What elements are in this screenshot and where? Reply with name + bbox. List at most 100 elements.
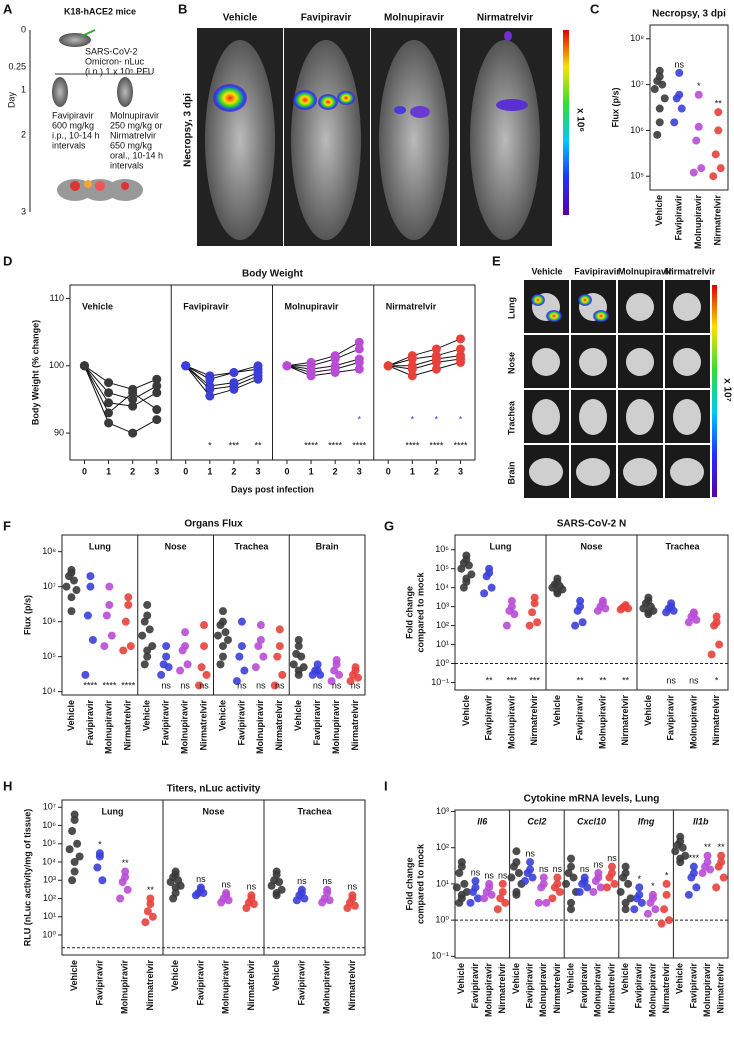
significance: ns [607, 853, 617, 863]
organ [626, 399, 654, 435]
chart-title: Body Weight [242, 269, 304, 280]
significance: *** [507, 675, 518, 685]
data-point [259, 652, 268, 661]
x-tick-label: Molnupiravir [593, 963, 603, 1018]
x-tick-label: Molnupiravir [120, 960, 130, 1015]
data-point [128, 394, 138, 404]
column-label: Vehicle [531, 266, 562, 276]
significance: **** [405, 440, 420, 450]
facet-label: Lung [490, 541, 512, 551]
data-point [662, 608, 671, 617]
data-point [300, 894, 309, 903]
significance: *** [229, 440, 240, 450]
data-point [689, 168, 698, 177]
y-tick-label: 10⁰ [435, 915, 449, 925]
data-point [526, 858, 535, 867]
y-tick-label: 10² [436, 842, 449, 852]
x-tick-label: Vehicle [654, 195, 664, 226]
significance: **** [102, 680, 117, 690]
data-point [534, 898, 543, 907]
data-point [501, 898, 510, 907]
data-point [630, 905, 639, 914]
data-point [675, 68, 684, 77]
data-point [200, 621, 209, 630]
significance: ns [221, 879, 231, 889]
data-point [148, 912, 157, 921]
data-point [121, 867, 130, 876]
significance: ns [580, 864, 590, 874]
data-point [507, 596, 516, 605]
data-point [487, 583, 496, 592]
panel-label: D [3, 253, 12, 268]
y-tick-label: 10⁴ [435, 582, 449, 592]
significance: * [98, 840, 102, 850]
data-point [70, 816, 79, 825]
x-tick-label: Molnupiravir [221, 960, 231, 1015]
significance: ** [718, 842, 726, 852]
x-tick-label: 3 [256, 466, 261, 476]
data-point [487, 890, 496, 899]
panel-label: H [3, 778, 12, 793]
series-line [388, 338, 461, 367]
data-point [157, 670, 166, 679]
significance: ns [498, 870, 508, 880]
significance: ** [255, 440, 263, 450]
data-point [197, 663, 206, 672]
data-point [294, 635, 303, 644]
significance: ns [348, 882, 358, 892]
column-label: Molnupiravir [618, 266, 673, 276]
data-point [200, 642, 209, 651]
data-point [253, 374, 263, 384]
data-point [354, 364, 364, 374]
data-point [528, 608, 537, 617]
data-point [68, 876, 77, 885]
data-point [294, 670, 303, 679]
signal [546, 310, 562, 322]
y-tick-label: 10⁸ [630, 33, 644, 43]
data-point [221, 628, 230, 637]
facet-label: Molnupiravir [285, 301, 340, 311]
x-tick-label: 2 [231, 466, 236, 476]
data-point [118, 878, 127, 887]
panel-label: I [384, 778, 388, 793]
day-axis-label: Day [6, 92, 16, 109]
y-axis-label: RLU (nLuc activity/mg of tissue) [22, 809, 32, 947]
data-point [282, 361, 292, 371]
data-point [350, 901, 359, 910]
significance: * [208, 440, 212, 450]
infection-text: (i.n.) 1 x 10⁵ PFU [85, 66, 154, 76]
data-point [242, 904, 251, 913]
significance: ** [577, 675, 585, 685]
data-point [316, 670, 325, 679]
x-tick-label: Molnupiravir [484, 963, 494, 1018]
data-point [335, 670, 344, 679]
data-point [431, 344, 441, 354]
data-point [567, 905, 576, 914]
data-point [105, 600, 114, 609]
significance: ** [122, 858, 130, 868]
data-point [650, 85, 659, 94]
x-tick-label: Nirmatrelvir [123, 700, 133, 751]
chart-title: Organs Flux [184, 519, 243, 530]
data-point [72, 586, 81, 595]
x-tick-label: Molnupiravir [179, 700, 189, 755]
panel-label: A [3, 1, 13, 16]
data-point [624, 604, 633, 613]
data-point [457, 564, 466, 573]
significance: ns [689, 675, 699, 685]
significance: * [358, 414, 362, 424]
data-point [407, 364, 417, 374]
column-label: Molnupiravir [384, 13, 444, 24]
series-line [286, 361, 360, 374]
data-point [660, 94, 669, 103]
significance: * [435, 414, 439, 424]
data-point [635, 883, 644, 892]
data-point [104, 378, 114, 388]
series-line [185, 365, 259, 387]
data-point [583, 883, 592, 892]
y-tick-label: 10⁵ [630, 171, 644, 181]
significance: ns [525, 848, 535, 858]
data-point [306, 371, 316, 381]
y-tick-label: 10² [436, 620, 449, 630]
